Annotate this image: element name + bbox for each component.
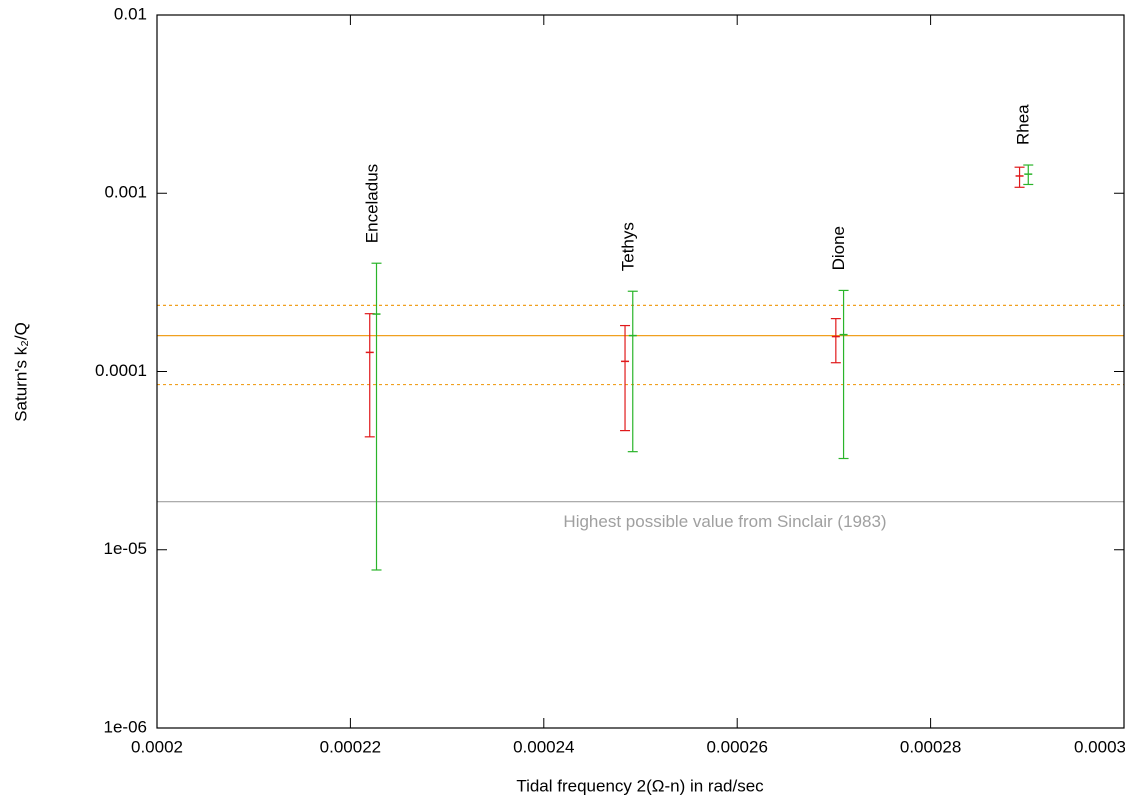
point-label: Tethys [618, 222, 637, 271]
y-tick-label: 0.001 [104, 183, 147, 202]
point-label: Rhea [1013, 104, 1032, 145]
x-tick-label: 0.00024 [513, 737, 574, 756]
plot-frame [156, 14, 1125, 729]
y-tick-label: 1e-06 [104, 717, 147, 736]
x-tick-label: 0.0002 [131, 737, 183, 756]
point-label: Dione [829, 226, 848, 270]
y-tick-label: 1e-05 [104, 539, 147, 558]
reference-label: Highest possible value from Sinclair (19… [563, 512, 886, 531]
point-label: Enceladus [363, 164, 382, 243]
x-tick-label: 0.00022 [320, 737, 381, 756]
y-tick-label: 0.0001 [95, 361, 147, 380]
x-tick-label: 0.00026 [706, 737, 767, 756]
y-tick-label: 0.01 [114, 4, 147, 23]
x-tick-label: 0.00028 [900, 737, 961, 756]
y-axis-label: Saturn's k₂/Q [11, 322, 30, 422]
x-tick-label: 0.0003 [1074, 737, 1125, 756]
x-axis-label: Tidal frequency 2(Ω-n) in rad/sec [516, 776, 764, 795]
